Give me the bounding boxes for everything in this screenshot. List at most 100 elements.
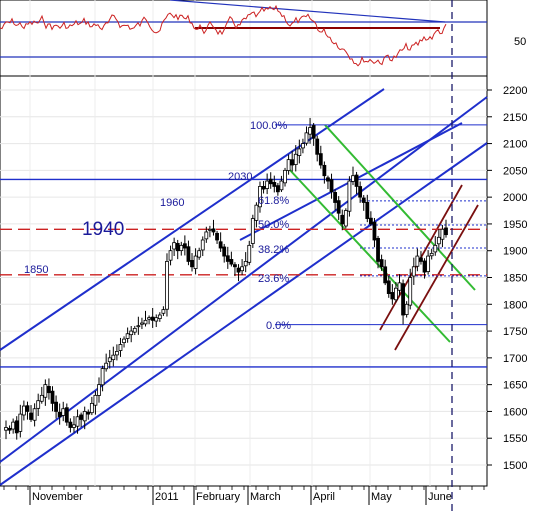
candle-body (140, 322, 144, 325)
y-tick-label: 2100 (503, 139, 527, 151)
channel-middle-line (0, 96, 488, 463)
candle-body (347, 180, 352, 212)
x-tick-label: February (196, 491, 241, 503)
candle-body (193, 255, 198, 269)
candle-body (397, 282, 402, 291)
candle-body (215, 232, 219, 241)
candle-body (157, 314, 162, 319)
y-tick-label: 2050 (503, 165, 527, 177)
candle-body (304, 132, 309, 144)
candle-body (72, 424, 76, 428)
candle-body (322, 164, 327, 177)
y-tick-label: 1800 (503, 299, 527, 311)
candle-body (107, 357, 112, 363)
x-tick-label: 2011 (155, 491, 179, 503)
candle-body (143, 319, 148, 325)
candle-body (79, 414, 84, 420)
channel-lower-line (0, 142, 488, 486)
candle-body (279, 180, 284, 191)
candle-body (365, 201, 370, 219)
candle-body (18, 413, 23, 432)
x-axis: November 2011 February March April May June (3, 486, 485, 505)
oscillator-line (0, 4, 447, 67)
candle-body (147, 317, 151, 320)
candle-body (368, 217, 373, 225)
level-1960-label: 1960 (160, 197, 184, 209)
candle-body (168, 250, 173, 261)
candle-body (218, 241, 223, 249)
candle-body (361, 197, 366, 203)
candle-body (254, 204, 259, 221)
candle-body (186, 246, 191, 262)
candle-body (122, 338, 126, 344)
candle-body (47, 386, 51, 394)
candle-body (25, 405, 30, 412)
candle-body (297, 148, 302, 156)
level-2030-label: 2030 (228, 171, 252, 183)
candle-body (411, 266, 416, 277)
candle-body (93, 394, 98, 406)
candle-body (7, 427, 12, 431)
fib-50-label: 50.0% (258, 219, 289, 231)
candle-body (343, 210, 348, 227)
candle-body (290, 159, 295, 166)
price-bars (4, 117, 448, 440)
candle-body (36, 400, 41, 409)
y-tick-label: 1850 (503, 273, 527, 285)
level-1940-label: 1940 (82, 219, 124, 240)
candle-body (29, 412, 33, 420)
candle-body (286, 159, 291, 171)
candle-body (64, 407, 69, 423)
candle-body (114, 351, 119, 356)
candle-body (333, 192, 338, 203)
y-tick-label: 1500 (503, 460, 527, 472)
x-tick-label: March (250, 491, 281, 503)
candle-body (182, 243, 187, 249)
candle-body (150, 316, 155, 321)
candle-body (97, 384, 101, 396)
y-tick-label: 1950 (503, 219, 527, 231)
candle-body (57, 411, 62, 418)
candle-body (390, 292, 395, 300)
candle-body (394, 287, 398, 301)
candle-body (376, 237, 380, 262)
candle-body (444, 227, 448, 236)
candle-body (225, 255, 230, 262)
fib-236-label: 23.6% (258, 273, 289, 285)
trend-channels (0, 88, 488, 486)
oscillator-panel (0, 0, 488, 77)
candle-body (404, 303, 409, 315)
y-axis: 2200 2150 2100 2050 2000 1950 1900 1850 1800 1750… (487, 36, 527, 472)
annotations: 1940 1960 1850 2030 100.0% 61.8% 50.0% 38.2% 23.… (24, 120, 291, 332)
osc-trendline (169, 0, 446, 23)
candle-body (132, 327, 137, 333)
osc-tick-label: 50 (514, 36, 526, 48)
candle-body (386, 280, 391, 294)
candle-body (433, 244, 438, 253)
red-channel-upper (394, 204, 479, 351)
candle-body (197, 250, 202, 258)
candle-body (136, 325, 141, 328)
candle-body (11, 421, 16, 430)
candle-body (308, 127, 312, 135)
y-tick-label: 1700 (503, 353, 527, 365)
candle-body (340, 214, 345, 225)
candle-body (243, 261, 248, 267)
y-tick-label: 1750 (503, 326, 527, 338)
green-channel-lower (287, 167, 451, 343)
candle-body (358, 186, 363, 198)
candle-body (211, 228, 216, 233)
candle-body (54, 401, 58, 412)
candle-body (401, 283, 405, 316)
candle-body (354, 174, 359, 187)
candle-body (301, 143, 305, 149)
candle-body (272, 182, 277, 187)
candle-body (268, 178, 273, 185)
candle-body (104, 362, 109, 370)
oscillator (0, 0, 487, 67)
y-tick-label: 1600 (503, 406, 527, 418)
candle-body (39, 394, 44, 402)
x-tick-label: November (32, 491, 83, 503)
candle-body (261, 186, 266, 190)
